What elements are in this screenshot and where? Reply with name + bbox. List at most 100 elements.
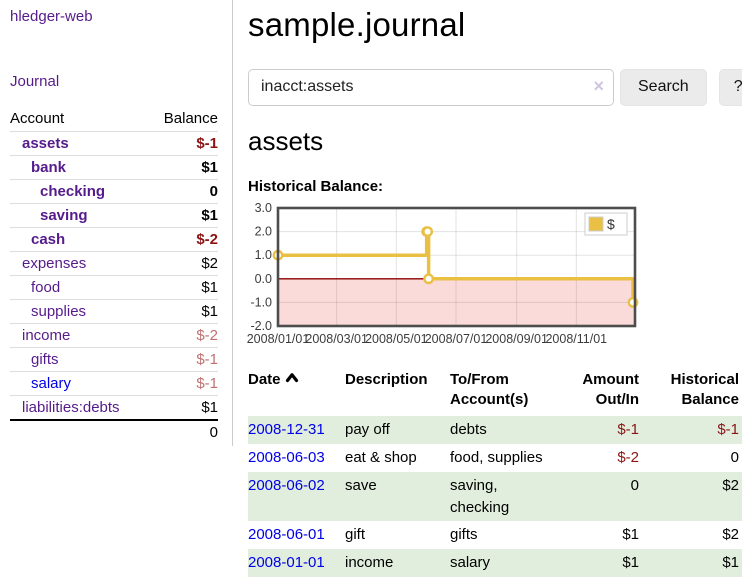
account-row: supplies $1	[10, 299, 218, 324]
register-amount: 0	[568, 471, 647, 522]
y-tick-label: 2.0	[255, 224, 272, 238]
clear-search-icon[interactable]: ×	[593, 75, 604, 96]
y-tick-label: -2.0	[250, 319, 272, 333]
register-header-balance: Historical Balance	[670, 370, 739, 409]
y-tick-label: 0.0	[255, 272, 272, 286]
x-tick-label: 2008/03/01	[305, 332, 368, 346]
search-input-wrap: ×	[248, 68, 614, 106]
brand-link[interactable]: hledger-web	[10, 8, 93, 25]
register-accounts: food, supplies	[450, 449, 543, 467]
account-row: checking 0	[10, 179, 218, 204]
transaction-date-link[interactable]: 2008-06-02	[248, 476, 325, 494]
register-amount: $-1	[568, 416, 647, 445]
account-balance: $-1	[149, 131, 218, 156]
account-row: salary $-1	[10, 371, 218, 396]
account-row: income $-2	[10, 323, 218, 348]
account-balance: $1	[149, 395, 218, 420]
register-body: 2008-12-31 pay off debts $-1 $-1 2008-06-03 ea…	[248, 416, 742, 577]
chart-title: Historical Balance:	[248, 177, 384, 195]
transaction-date-link[interactable]: 2008-12-31	[248, 421, 325, 439]
accounts-total-row: 0	[10, 419, 218, 444]
register-row: 2008-06-01 gift gifts $1 $2	[248, 521, 742, 549]
register-description: gift	[345, 526, 366, 544]
accounts-total: 0	[149, 419, 218, 444]
accounts-header-balance: Balance	[163, 110, 218, 127]
register-row: 2008-06-03 eat & shop food, supplies $-2 0	[248, 444, 742, 472]
sidebar-divider	[232, 0, 233, 446]
search-button[interactable]: Search	[620, 68, 707, 106]
register-description: income	[345, 549, 450, 577]
register-accounts: saving, checking	[450, 471, 568, 522]
svg-text:$: $	[607, 216, 615, 232]
register-header-accounts: To/From Account(s)	[450, 370, 529, 409]
chart-legend: $	[584, 212, 628, 236]
y-tick-label: 1.0	[255, 248, 272, 262]
account-link-bank[interactable]: bank	[31, 159, 67, 176]
caret-up-icon	[285, 373, 298, 382]
transaction-date-link[interactable]: 2008-06-01	[248, 526, 325, 544]
account-link-checking[interactable]: checking	[40, 183, 106, 200]
register-balance: $1	[647, 549, 742, 577]
account-link-assets[interactable]: assets	[22, 135, 69, 152]
x-tick-label: 2008/05/01	[365, 332, 428, 346]
account-row: cash $-2	[10, 227, 218, 252]
register-description: save	[345, 471, 450, 522]
x-tick-label: 2008/11/01	[545, 332, 607, 346]
account-link-gifts[interactable]: gifts	[31, 351, 59, 368]
register-balance: $-1	[647, 416, 742, 445]
register-balance: 0	[730, 449, 739, 467]
account-link-expenses[interactable]: expenses	[22, 255, 87, 272]
account-row: gifts $-1	[10, 347, 218, 372]
account-balance: $1	[149, 299, 218, 324]
register-balance: $2	[722, 526, 739, 544]
accounts-body: assets $-1 bank $1 checking 0 saving $1 cash $-2 e…	[10, 131, 218, 420]
sidebar-item-journal[interactable]: Journal	[10, 73, 60, 90]
page-title: sample.journal	[248, 6, 466, 43]
register-description: pay off	[345, 416, 450, 445]
transaction-date-link[interactable]: 2008-01-01	[248, 554, 325, 572]
register-amount: $1	[568, 549, 647, 577]
account-row: saving $1	[10, 203, 218, 228]
register-accounts: debts	[450, 416, 568, 445]
accounts-table: Account Balance assets $-1 bank $1 checking 0…	[10, 107, 218, 444]
account-link-supplies[interactable]: supplies	[31, 303, 87, 320]
account-balance: $-2	[149, 227, 218, 252]
register-description: eat & shop	[345, 449, 417, 467]
register-table: Date Description To/From Account(s) Amou…	[248, 368, 742, 577]
account-link-income[interactable]: income	[22, 327, 71, 344]
account-link-liabilities-debts[interactable]: liabilities:debts	[22, 399, 120, 416]
y-tick-label: -1.0	[250, 295, 272, 309]
x-tick-label: 2008/09/01	[485, 332, 548, 346]
chart-svg: $3.0 2.0 1.0 0.0 -1.0 -2.02008/01/012008/03/0…	[247, 201, 639, 346]
accounts-header-account: Account	[10, 110, 65, 127]
transaction-date-link[interactable]: 2008-06-03	[248, 449, 325, 467]
register-row: 2008-01-01 income salary $1 $1	[248, 549, 742, 577]
register-accounts: salary	[450, 549, 568, 577]
search-form: × Search ?	[248, 68, 742, 106]
account-balance: $1	[149, 155, 218, 180]
help-button[interactable]: ?	[718, 68, 742, 106]
account-balance: $-1	[149, 371, 218, 396]
account-balance: $-2	[149, 323, 218, 348]
account-row: bank $1	[10, 155, 218, 180]
account-link-cash[interactable]: cash	[31, 231, 66, 248]
account-row: liabilities:debts $1	[10, 395, 218, 420]
account-link-food[interactable]: food	[31, 279, 61, 296]
account-link-saving[interactable]: saving	[40, 207, 88, 224]
account-balance: $1	[149, 203, 218, 228]
account-link-salary[interactable]: salary	[31, 375, 72, 392]
account-balance: $1	[149, 275, 218, 300]
main-content: sample.journal × Search ? assets Histori…	[233, 0, 742, 582]
register-accounts: gifts	[450, 526, 478, 544]
search-input[interactable]	[248, 68, 614, 106]
register-amount: $-2	[617, 449, 639, 467]
register-header-date[interactable]: Date	[248, 368, 345, 417]
register-row: 2008-06-02 save saving, checking 0 $2	[248, 471, 742, 522]
register-amount: $1	[622, 526, 639, 544]
register-header-amount: Amount Out/In	[582, 370, 639, 409]
sidebar: hledger-web Journal Account Balance asse…	[0, 0, 233, 582]
account-balance: $-1	[149, 347, 218, 372]
register-header-description: Description	[345, 370, 428, 388]
y-tick-label: 3.0	[255, 201, 272, 215]
register-balance: $2	[647, 471, 742, 522]
